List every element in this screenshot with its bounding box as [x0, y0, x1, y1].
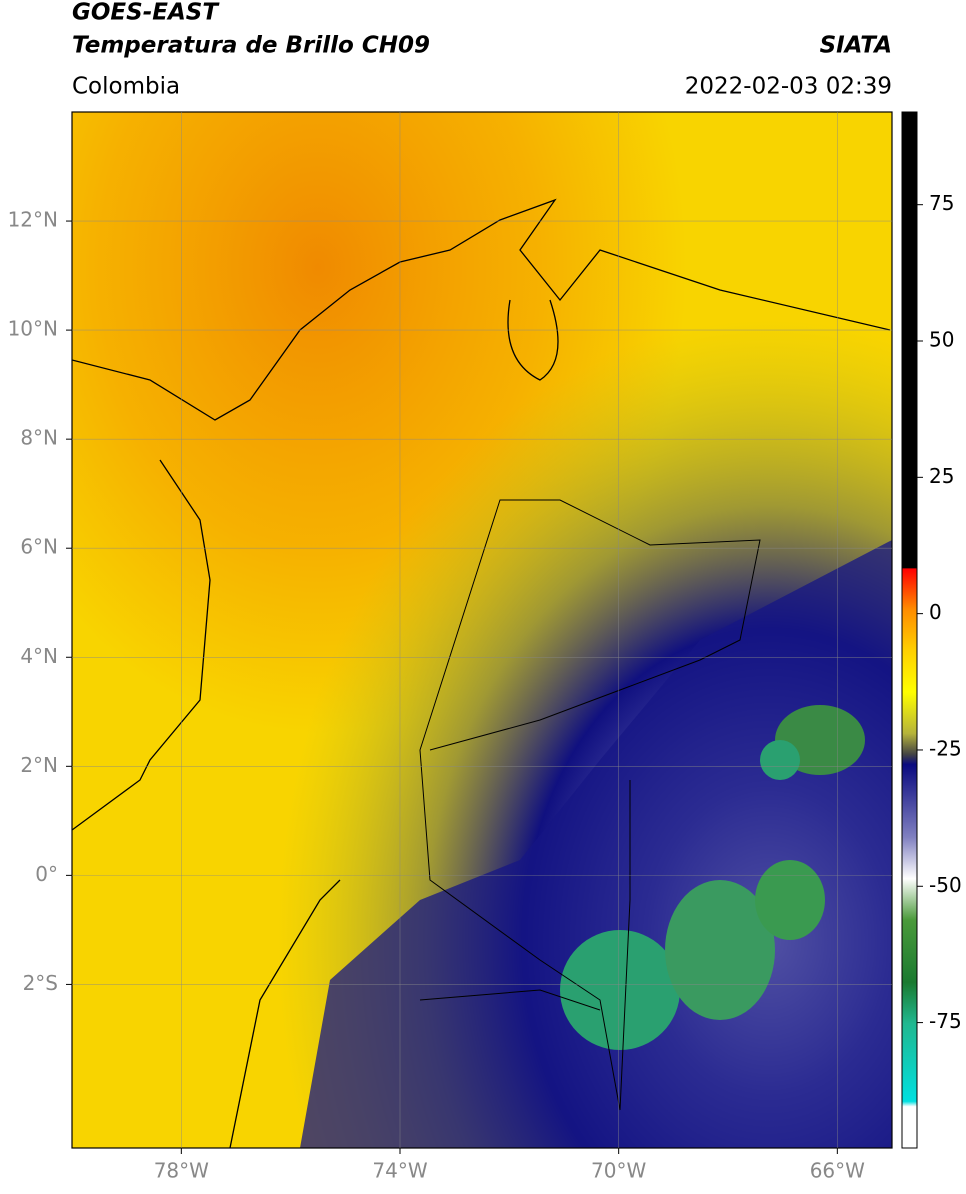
- colorbar-tick-label: -75: [929, 1009, 962, 1033]
- y-tick-label: 0°: [35, 862, 58, 886]
- x-tick-label: 70°W: [591, 1159, 646, 1183]
- map-frame: [71, 111, 893, 1149]
- colorbar-tick-label: 75: [929, 191, 954, 215]
- y-tick-label: 12°N: [8, 208, 58, 232]
- subtitle: Temperatura de Brillo CH09: [72, 33, 430, 59]
- source: SIATA: [820, 33, 892, 59]
- y-tick-label: 4°N: [20, 644, 58, 668]
- y-tick-label: 6°N: [20, 535, 58, 559]
- x-tick-label: 74°W: [372, 1159, 427, 1183]
- title: GOES-EAST: [72, 0, 220, 26]
- colorbar-tick-label: 50: [929, 328, 954, 352]
- colorbar: [901, 111, 918, 1149]
- x-tick-label: 66°W: [810, 1159, 865, 1183]
- y-tick-label: 2°S: [23, 971, 58, 995]
- colorbar-tick-label: -50: [929, 873, 962, 897]
- colorbar-tick-label: 25: [929, 464, 954, 488]
- x-tick-label: 78°W: [154, 1159, 209, 1183]
- satellite-image: [72, 112, 892, 1148]
- colorbar-tick-label: -25: [929, 736, 962, 760]
- y-tick-label: 8°N: [20, 426, 58, 450]
- region: Colombia: [72, 74, 180, 100]
- datetime: 2022-02-03 02:39: [685, 74, 892, 100]
- y-tick-label: 2°N: [20, 753, 58, 777]
- colorbar-tick-label: 0: [929, 600, 942, 624]
- y-tick-label: 10°N: [8, 317, 58, 341]
